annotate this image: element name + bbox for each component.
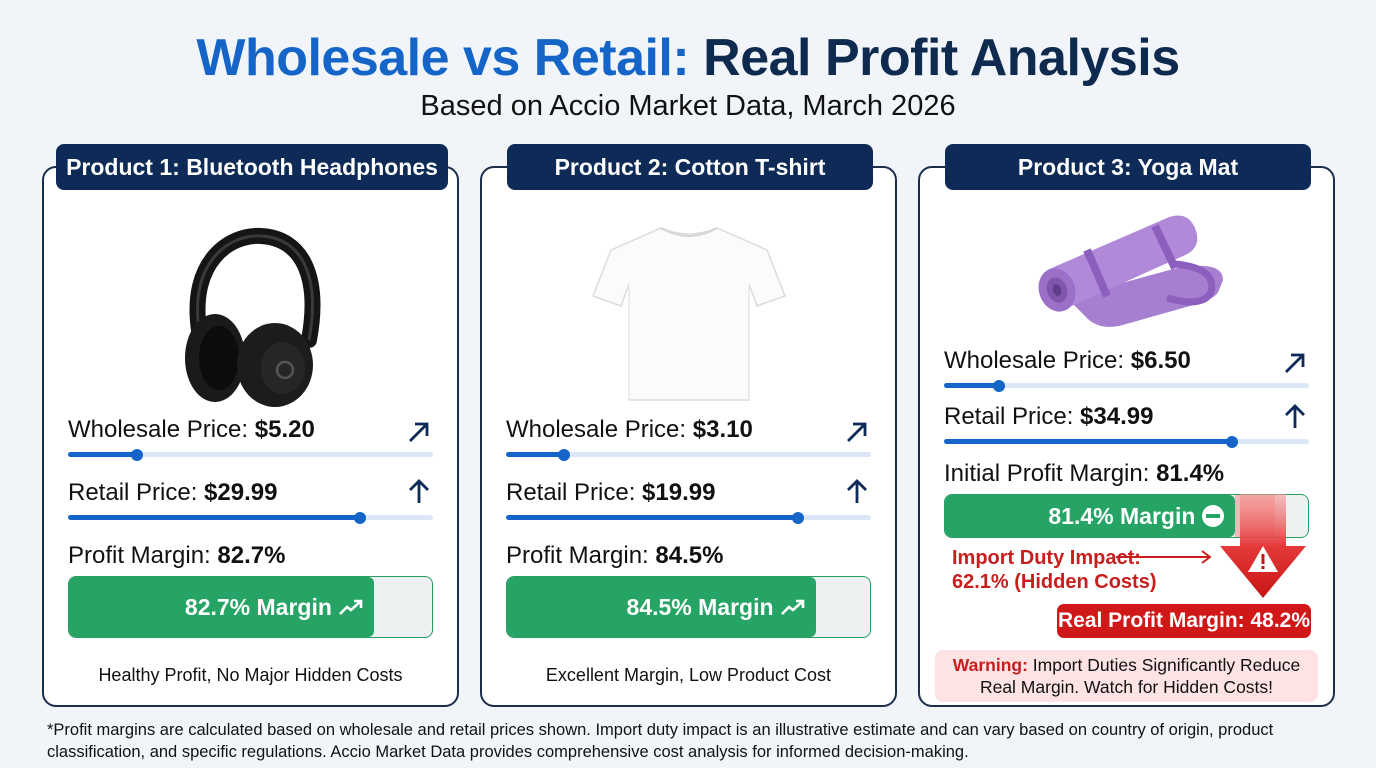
retail-price-label: Retail Price: $19.99 <box>506 479 715 507</box>
real-profit-margin-badge: Real Profit Margin: 48.2% <box>1057 604 1311 638</box>
slider-fill <box>506 515 798 520</box>
profit-margin-label: Profit Margin: 82.7% <box>68 542 285 570</box>
headphones-image <box>184 227 320 407</box>
wholesale-label-text: Wholesale Price: <box>506 416 687 443</box>
wholesale-price-slider[interactable] <box>506 448 871 461</box>
card-heading: Product 3: Yoga Mat <box>945 144 1311 190</box>
card-heading: Product 2: Cotton T-shirt <box>507 144 873 190</box>
profit-margin-label: Profit Margin: 84.5% <box>506 542 723 570</box>
arrow-right-icon <box>1116 550 1212 564</box>
margin-label-text: Profit Margin: <box>506 542 649 569</box>
import-duty-impact: Import Duty Impact: 62.1% (Hidden Costs) <box>952 546 1156 594</box>
down-warning-arrow-icon <box>1220 494 1306 598</box>
title-highlight: Wholesale vs Retail: <box>196 29 690 87</box>
arrow-up-right-icon <box>409 422 429 442</box>
initial-margin-label: Initial Profit Margin: 81.4% <box>944 460 1224 488</box>
trending-up-icon <box>338 599 363 615</box>
slider-fill <box>944 439 1233 444</box>
card-heading: Product 1: Bluetooth Headphones <box>56 144 448 190</box>
product-card-yoga-mat: Product 3: Yoga Mat Wholesale Price: $6.… <box>918 144 1335 707</box>
wholesale-price-value: $3.10 <box>692 416 753 443</box>
retail-price-label: Retail Price: $34.99 <box>944 403 1153 431</box>
product-card-tshirt: Product 2: Cotton T-shirt Wholesale Pric… <box>480 144 897 707</box>
wholesale-price-label: Wholesale Price: $3.10 <box>506 416 753 444</box>
retail-price-label: Retail Price: $29.99 <box>68 479 277 507</box>
card-caption: Healthy Profit, No Major Hidden Costs <box>98 665 403 685</box>
arrow-up-right-icon <box>1285 353 1305 373</box>
duty-label: Import Duty Impact: <box>952 547 1141 569</box>
slider-knob[interactable] <box>992 379 1005 392</box>
retail-price-slider[interactable] <box>68 511 433 524</box>
arrow-up-icon <box>1285 404 1305 428</box>
margin-label-text: Initial Profit Margin: <box>944 460 1150 487</box>
arrow-up-icon <box>409 479 429 503</box>
trending-up-icon <box>780 599 804 615</box>
slider-fill <box>944 383 999 388</box>
margin-bar-fill: 81.4% Margin <box>945 495 1236 537</box>
wholesale-label-text: Wholesale Price: <box>68 416 249 443</box>
retail-label-text: Retail Price: <box>944 403 1074 430</box>
margin-value: 84.5% <box>655 542 724 569</box>
slider-knob[interactable] <box>558 448 571 461</box>
margin-bar-fill: 82.7% Margin <box>69 577 374 637</box>
wholesale-price-label: Wholesale Price: $5.20 <box>68 416 315 444</box>
margin-bar-text: 82.7% Margin <box>184 593 332 620</box>
wholesale-price-slider[interactable] <box>68 448 433 461</box>
slider-knob[interactable] <box>354 511 366 524</box>
yoga-mat-image <box>1037 215 1223 327</box>
slider-fill <box>68 452 138 457</box>
title-main: Real Profit Analysis <box>703 29 1180 87</box>
warning-text: Import Duties Significantly Reduce Real … <box>979 655 1301 697</box>
wholesale-price-label: Wholesale Price: $6.50 <box>944 347 1191 375</box>
margin-progress-bar: 84.5% Margin <box>506 576 871 638</box>
margin-value: 82.7% <box>217 542 286 569</box>
slider-knob[interactable] <box>792 511 804 524</box>
slider-knob[interactable] <box>131 448 144 461</box>
duty-value: 62.1% (Hidden Costs) <box>952 571 1157 593</box>
retail-label-text: Retail Price: <box>506 479 636 506</box>
retail-price-value: $29.99 <box>204 479 278 506</box>
wholesale-price-slider[interactable] <box>944 379 1309 392</box>
minus-circle-icon <box>1202 505 1225 527</box>
retail-price-value: $19.99 <box>642 479 716 506</box>
wholesale-price-value: $6.50 <box>1130 347 1191 374</box>
margin-label-text: Profit Margin: <box>68 542 211 569</box>
retail-price-value: $34.99 <box>1080 403 1154 430</box>
product-card-headphones: Product 1: Bluetooth Headphones Wholesal… <box>42 144 459 707</box>
retail-price-slider[interactable] <box>506 511 871 524</box>
arrow-up-right-icon <box>847 422 867 442</box>
slider-fill <box>68 515 360 520</box>
slider-fill <box>506 452 565 457</box>
arrow-up-icon <box>847 479 867 503</box>
warning-box: Warning: Import Duties Significantly Red… <box>935 650 1318 702</box>
footnote: *Profit margins are calculated based on … <box>47 721 1274 761</box>
card-caption: Excellent Margin, Low Product Cost <box>545 665 832 685</box>
wholesale-label-text: Wholesale Price: <box>944 347 1125 374</box>
wholesale-price-value: $5.20 <box>254 416 315 443</box>
page-subtitle: Based on Accio Market Data, March 2026 <box>420 90 956 122</box>
warning-label: Warning: <box>952 655 1028 675</box>
page-title: Wholesale vs Retail: Real Profit Analysi… <box>0 28 1376 88</box>
tshirt-image <box>591 227 786 401</box>
margin-bar-fill: 84.5% Margin <box>507 577 816 637</box>
margin-bar-text: 81.4% Margin <box>1048 502 1196 529</box>
retail-price-slider[interactable] <box>944 435 1309 448</box>
slider-knob[interactable] <box>1226 435 1239 448</box>
margin-bar-text: 84.5% Margin <box>626 593 774 620</box>
margin-value: 81.4% <box>1156 460 1225 487</box>
margin-progress-bar: 82.7% Margin <box>68 576 433 638</box>
retail-label-text: Retail Price: <box>68 479 198 506</box>
